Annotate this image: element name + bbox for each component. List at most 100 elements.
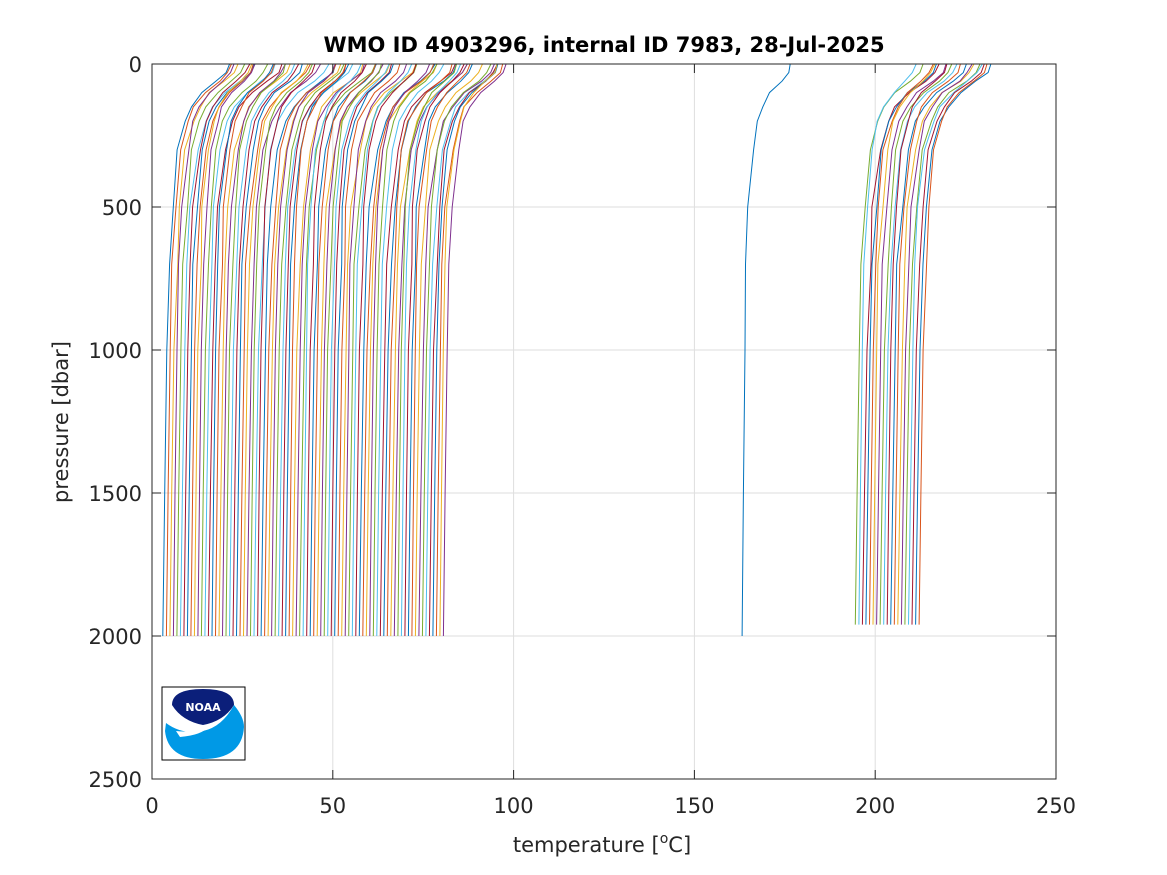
profile-lines [162,63,992,637]
profile-line [421,63,492,637]
profile-line [358,63,436,637]
profile-line [411,63,471,637]
y-tick-label: 2500 [89,768,142,792]
profile-line [334,63,394,637]
profile-line [414,63,483,637]
profile-line [162,63,231,637]
profile-line [435,63,504,637]
axis-ticks [151,63,1057,780]
profile-line [288,63,347,637]
x-axis-label: temperature [oC] [513,831,691,857]
profile-line [341,63,417,637]
profile-line [918,63,988,625]
plot-border [151,63,1057,780]
x-tick-label: 0 [145,794,158,818]
profile-line [893,63,961,625]
profile-line [204,63,276,637]
profile-line [397,63,458,637]
x-tick-label: 50 [319,794,346,818]
profile-line [193,63,253,637]
profile-line [858,63,917,625]
profile-line [313,63,377,637]
profile-line [190,63,254,637]
profile-line [243,63,309,637]
profile-line [306,63,367,637]
noaa-logo: NOAA [161,686,246,761]
profile-line [407,63,473,637]
x-tick-labels: 0 50 100 150 200 250 [145,794,1076,818]
profile-line [197,63,256,637]
y-tick-label: 500 [102,196,142,220]
profile-line [295,63,365,637]
profile-line [330,63,392,637]
profile-line [418,63,495,637]
profile-line [879,63,953,625]
profile-line [271,63,336,637]
profile-line [200,63,269,637]
profile-line [900,63,973,625]
profile-line [911,63,985,625]
y-tick-labels: 0 500 1000 1500 2000 2500 [89,53,142,792]
noaa-logo-text: NOAA [185,701,221,714]
profile-line [400,63,462,637]
profile-line [897,63,975,625]
profile-line [344,63,408,637]
profile-line [351,63,413,637]
profile-line [218,63,291,637]
y-tick-label: 2000 [89,625,142,649]
profile-line [183,63,251,637]
profile-line [327,63,390,637]
profile-line [309,63,377,637]
profile-line [260,63,337,637]
profile-line [439,63,498,637]
x-tick-label: 250 [1036,794,1076,818]
profile-line [169,63,239,637]
profile-line [278,63,354,637]
profile-line [176,63,246,637]
profile-line [236,63,303,637]
y-tick-label: 0 [129,53,142,77]
y-axis-label: pressure [dbar] [49,341,73,503]
profile-line [257,63,316,637]
profile-line [337,63,401,637]
profile-line [883,63,958,625]
profile-line-single [741,63,791,637]
profile-line [908,63,983,625]
profile-line [865,63,937,625]
profile-line [355,63,417,637]
profile-line [250,63,313,637]
profile-line [376,63,445,637]
profile-line [872,63,936,625]
profile-line [442,63,507,637]
profile-line [372,63,438,637]
profile-line [886,63,948,625]
profile-line [232,63,300,637]
y-tick-label: 1000 [89,339,142,363]
x-tick-label: 100 [494,794,534,818]
profile-line [386,63,453,637]
profile-line [362,63,435,637]
chart-title: WMO ID 4903296, internal ID 7983, 28-Jul… [323,33,884,57]
profile-line [323,63,382,637]
profile-line [404,63,465,637]
x-tick-label: 150 [674,794,714,818]
profile-line [369,63,431,637]
profile-line [172,63,235,637]
profile-line [915,63,992,625]
profile-line [165,63,232,637]
profile-line [215,63,275,637]
profile-line [229,63,296,637]
profile-line [890,63,967,625]
profile-line [211,63,274,637]
profile-line [876,63,947,625]
profile-line [302,63,362,637]
profile-line [225,63,286,637]
profile-line [222,63,286,637]
x-tick-label: 200 [855,794,895,818]
profile-line [267,63,342,637]
y-tick-label: 1500 [89,482,142,506]
profile-line [854,63,924,625]
profile-line [869,63,934,625]
profile-line [274,63,345,637]
